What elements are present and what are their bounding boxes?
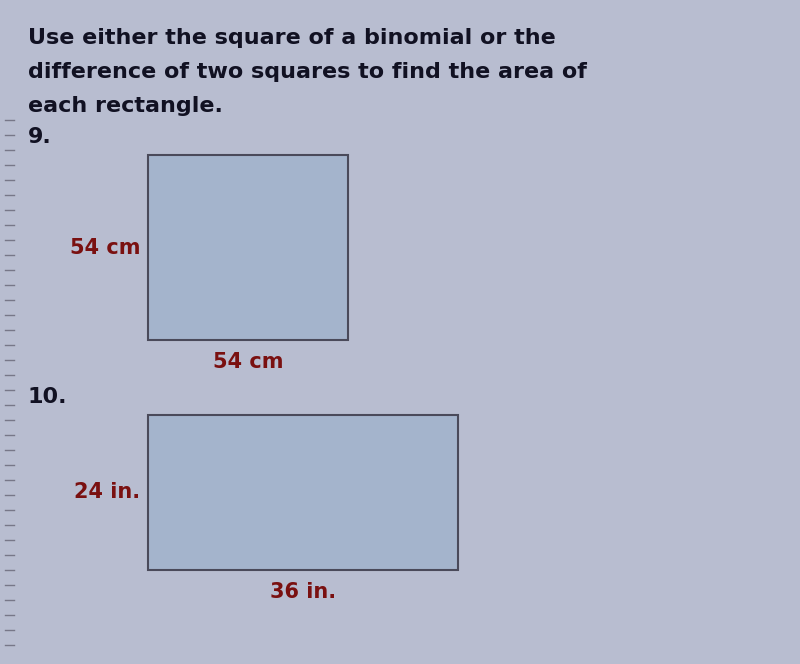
Text: difference of two squares to find the area of: difference of two squares to find the ar… [28, 62, 587, 82]
Text: 54 cm: 54 cm [213, 352, 283, 372]
Text: 9.: 9. [28, 127, 52, 147]
Text: Use either the square of a binomial or the: Use either the square of a binomial or t… [28, 28, 556, 48]
Bar [148, 415, 458, 570]
Text: 36 in.: 36 in. [270, 582, 336, 602]
Bar [148, 155, 348, 340]
Text: 24 in.: 24 in. [74, 483, 140, 503]
Text: 54 cm: 54 cm [70, 238, 140, 258]
Text: 10.: 10. [28, 387, 67, 407]
Text: each rectangle.: each rectangle. [28, 96, 223, 116]
